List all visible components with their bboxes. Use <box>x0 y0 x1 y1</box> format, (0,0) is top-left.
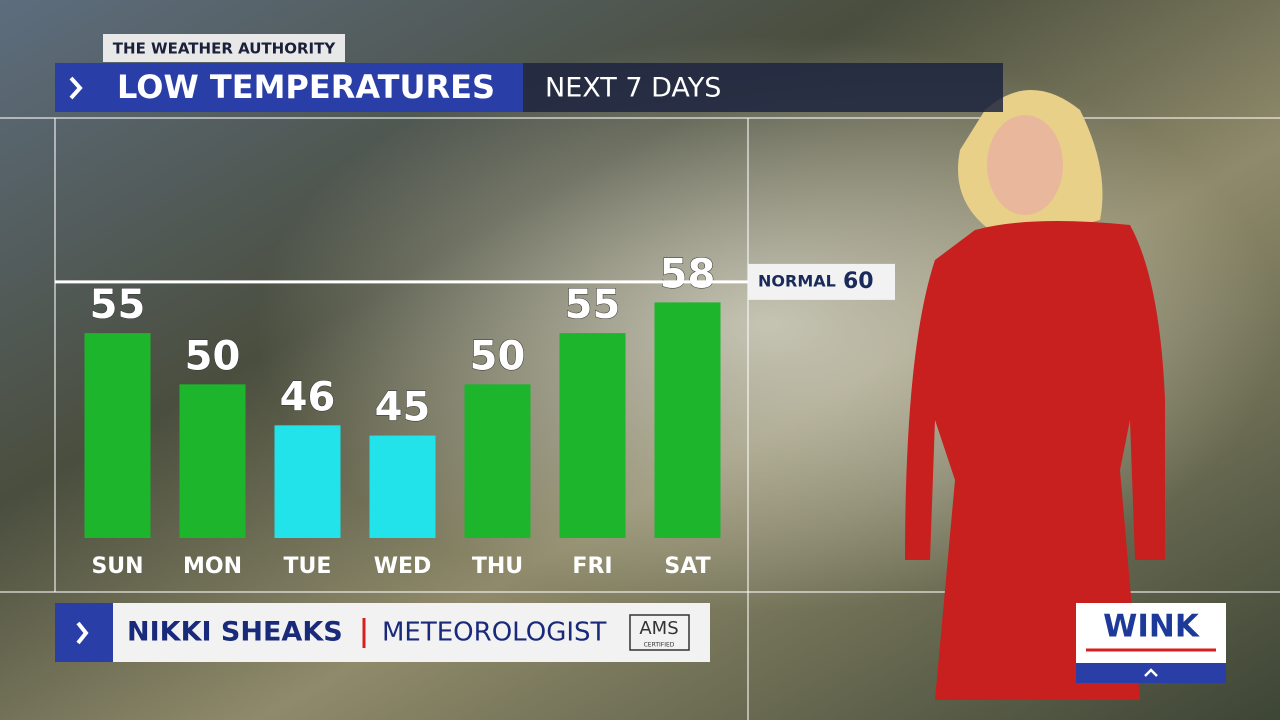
badge-box <box>629 614 690 651</box>
bar <box>369 435 436 538</box>
bar <box>559 333 626 538</box>
x-tick-label: WED <box>374 554 432 579</box>
normal-box <box>748 263 895 300</box>
chart-title: LOW TEMPERATURES <box>117 68 495 106</box>
x-tick-label: SUN <box>91 554 143 579</box>
logo-chevron <box>1144 668 1158 677</box>
bar <box>179 384 246 538</box>
bar <box>464 384 531 538</box>
chart-subtitle: NEXT 7 DAYS <box>545 73 721 104</box>
value-label: 50 <box>470 333 526 379</box>
badge-sub: CERTIFIED <box>644 642 675 649</box>
subtitle-box <box>523 63 1003 112</box>
logo: WINK <box>1103 609 1200 645</box>
bar <box>84 333 151 538</box>
logo-bar <box>1076 663 1226 683</box>
presenter-role: METEOROLOGIST <box>382 618 607 648</box>
logo-box <box>1076 603 1226 663</box>
value-label: 50 <box>185 333 241 379</box>
presenter-name: NIKKI SHEAKS <box>127 617 343 648</box>
x-tick-label: THU <box>472 554 523 579</box>
chevron <box>69 76 83 100</box>
presenter <box>905 90 1165 700</box>
chevron <box>76 621 89 645</box>
chart: 55 SUN 50 MON 46 TUE 45 WED 50 THU 55 FRI 58 SAT NORMA… <box>55 251 895 579</box>
value-label: 55 <box>90 282 146 328</box>
bar <box>274 425 341 538</box>
normal-label: NORMAL <box>758 271 836 290</box>
x-tick-label: FRI <box>572 554 612 579</box>
bar <box>654 302 721 538</box>
x-tick-label: MON <box>183 554 242 579</box>
value-label: 45 <box>375 385 431 431</box>
value-label: 46 <box>280 374 336 420</box>
value-label: 58 <box>660 251 716 297</box>
normal-value: 60 <box>843 269 874 294</box>
x-tick-label: TUE <box>284 554 332 579</box>
title-box <box>55 63 523 112</box>
value-label: 55 <box>565 282 621 328</box>
x-tick-label: SAT <box>664 554 710 579</box>
brand: THE WEATHER AUTHORITY <box>113 40 337 58</box>
lower-third <box>113 603 710 662</box>
badge: AMS <box>639 618 678 639</box>
brand-box <box>103 34 345 62</box>
